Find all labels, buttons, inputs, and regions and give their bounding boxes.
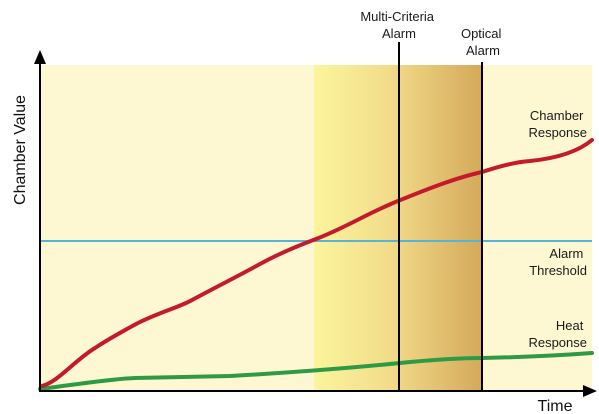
heat-response-label: Heat Response — [528, 318, 587, 350]
x-axis-arrowhead — [583, 385, 597, 397]
heat-response-line — [38, 351, 594, 391]
x-axis-title: Time — [538, 398, 573, 414]
multi-criteria-alarm-label: Multi-Criteria Alarm — [360, 9, 437, 41]
chamber-response-line — [40, 138, 594, 388]
alarm-threshold-label: Alarm Threshold — [529, 246, 587, 278]
optical-alarm-label: Optical Alarm — [461, 26, 505, 58]
y-axis-title: Chamber Value — [12, 95, 29, 205]
y-axis-arrowhead — [34, 50, 46, 64]
chamber-response-label: Chamber Response — [528, 108, 587, 140]
